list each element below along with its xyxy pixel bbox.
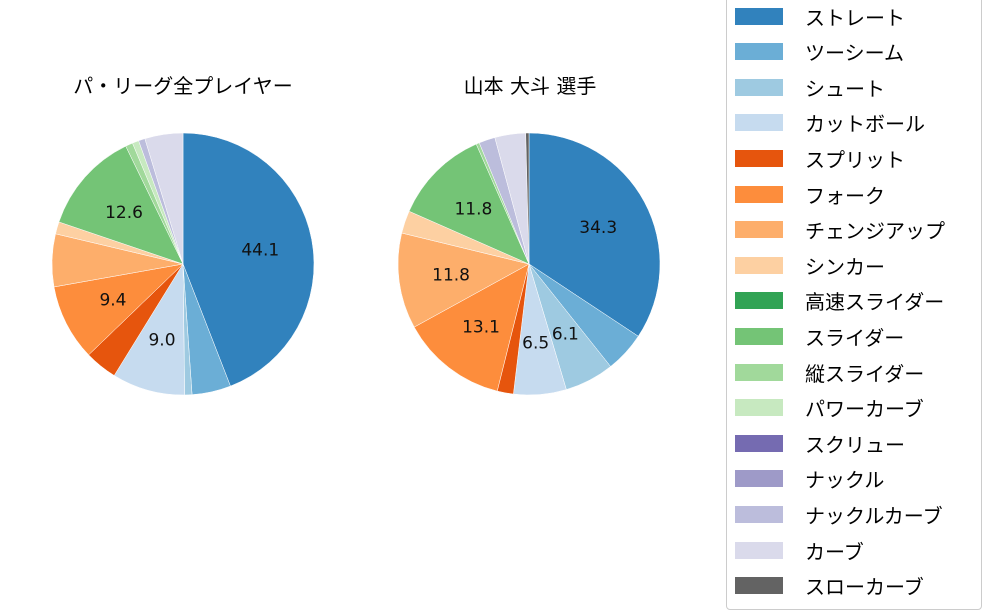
slice-value-label: 44.1: [241, 241, 279, 261]
legend-item: ストレート: [735, 1, 905, 31]
slice-value-label: 6.5: [522, 333, 549, 353]
legend-item: チェンジアップ: [735, 215, 945, 245]
legend-item: 縦スライダー: [735, 357, 924, 387]
left-chart-title: パ・リーグ全プレイヤー: [73, 74, 293, 98]
legend-swatch: [735, 185, 783, 203]
legend-swatch: [735, 399, 783, 417]
legend-swatch: [735, 114, 783, 132]
legend-swatch: [735, 256, 783, 274]
pie-slice: [144, 132, 184, 265]
legend-swatch: [735, 78, 783, 96]
slice-value-label: 13.1: [462, 317, 500, 337]
legend-label: ナックル: [805, 468, 885, 493]
legend-item: シンカー: [735, 250, 885, 280]
legend-label: ナックルカーブ: [805, 503, 943, 528]
legend-item: カーブ: [735, 535, 864, 565]
legend-item: 高速スライダー: [735, 286, 944, 316]
right-chart-title: 山本 大斗 選手: [463, 74, 597, 98]
legend-label: スライダー: [805, 325, 905, 350]
slice-value-label: 9.0: [148, 331, 175, 351]
legend-label: 高速スライダー: [805, 290, 945, 315]
slice-value-label: 9.4: [99, 291, 126, 311]
legend-label: スローカーブ: [805, 575, 924, 600]
legend-swatch: [735, 470, 783, 488]
legend-item: カットボール: [735, 108, 925, 138]
pie-slice: [58, 145, 184, 265]
legend-label: フォーク: [805, 183, 885, 208]
legend-item: ナックルカーブ: [735, 499, 943, 529]
legend-swatch: [735, 292, 783, 310]
legend-label: チェンジアップ: [805, 219, 945, 244]
pie-slice: [525, 132, 530, 265]
pie-slice: [53, 263, 184, 356]
legend-label: スプリット: [805, 147, 905, 172]
legend-swatch: [735, 505, 783, 523]
legend-item: スライダー: [735, 321, 904, 351]
legend-item: フォーク: [735, 179, 885, 209]
legend-swatch: [735, 221, 783, 239]
legend-item: スクリュー: [735, 428, 905, 458]
pie-slice: [397, 232, 530, 328]
legend-label: ストレート: [805, 5, 905, 30]
legend-swatch: [735, 43, 783, 61]
legend-label: パワーカーブ: [805, 397, 924, 422]
slice-value-label: 34.3: [579, 218, 617, 238]
left-pie-chart: 44.1 9.0 9.4 12.6: [51, 132, 315, 396]
pie-slice: [413, 263, 530, 392]
legend-swatch: [735, 541, 783, 559]
legend-label: カットボール: [805, 112, 925, 137]
legend-label: スクリュー: [805, 432, 905, 457]
right-pie-chart: 34.3 6.16.5 13.1 11.8 11.8: [397, 132, 661, 396]
legend-label: ツーシーム: [805, 41, 904, 66]
slice-value-label: 12.6: [105, 203, 143, 223]
legend-swatch: [735, 363, 783, 381]
legend-swatch: [735, 434, 783, 452]
legend-swatch: [735, 577, 783, 595]
legend: ストレートツーシームシュートカットボール スプリットフォークチェンジアップ シンカー…: [726, 0, 982, 610]
legend-label: 縦スライダー: [805, 361, 925, 386]
slice-value-label: 6.1: [552, 325, 579, 345]
legend-swatch: [735, 149, 783, 167]
legend-swatch: [735, 7, 783, 25]
legend-swatch: [735, 327, 783, 345]
legend-item: シュート: [735, 72, 885, 102]
pie-slice: [408, 143, 530, 265]
legend-label: シンカー: [805, 254, 885, 279]
legend-item: ナックル: [735, 464, 884, 494]
legend-item: パワーカーブ: [735, 393, 924, 423]
slice-value-label: 11.8: [432, 265, 470, 285]
slice-value-label: 11.8: [454, 199, 492, 219]
legend-label: カーブ: [805, 539, 864, 564]
legend-label: シュート: [805, 76, 885, 101]
legend-item: スプリット: [735, 143, 905, 173]
legend-item: スローカーブ: [735, 571, 924, 601]
pie-slice: [182, 132, 315, 387]
legend-item: ツーシーム: [735, 37, 904, 67]
